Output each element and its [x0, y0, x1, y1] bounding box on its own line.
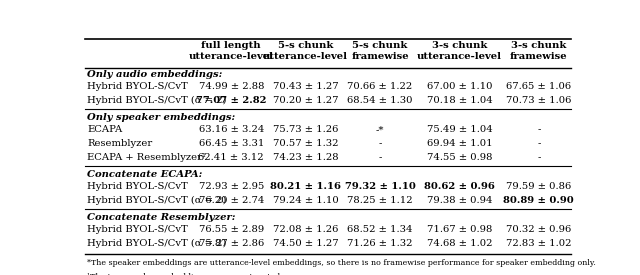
Text: 79.59 ± 0.86: 79.59 ± 0.86: [506, 182, 572, 191]
Text: ECAPA: ECAPA: [88, 125, 123, 134]
Text: Hybrid BYOL-S/CvT (α = 2): Hybrid BYOL-S/CvT (α = 2): [88, 239, 227, 248]
Text: 72.08 ± 1.26: 72.08 ± 1.26: [273, 225, 339, 234]
Text: 70.43 ± 1.27: 70.43 ± 1.27: [273, 82, 339, 91]
Text: *The speaker embeddings are utterance-level embeddings, so there is no framewise: *The speaker embeddings are utterance-le…: [88, 259, 596, 267]
Text: 70.20 ± 1.27: 70.20 ± 1.27: [273, 96, 339, 105]
Text: 68.52 ± 1.34: 68.52 ± 1.34: [348, 225, 413, 234]
Text: Hybrid BYOL-S/CvT: Hybrid BYOL-S/CvT: [88, 82, 188, 91]
Text: 71.67 ± 0.98: 71.67 ± 0.98: [427, 225, 492, 234]
Text: 77.07 ± 2.82: 77.07 ± 2.82: [196, 96, 266, 105]
Text: 5-s chunk
utterance-level: 5-s chunk utterance-level: [263, 42, 348, 61]
Text: Only audio embeddings:: Only audio embeddings:: [88, 70, 223, 79]
Text: Only speaker embeddings:: Only speaker embeddings:: [88, 112, 236, 122]
Text: 5-s chunk
framewise: 5-s chunk framewise: [351, 42, 409, 61]
Text: 80.89 ± 0.90: 80.89 ± 0.90: [504, 196, 574, 205]
Text: 63.16 ± 3.24: 63.16 ± 3.24: [198, 125, 264, 134]
Text: 75.73 ± 1.26: 75.73 ± 1.26: [273, 125, 339, 134]
Text: 79.32 ± 1.10: 79.32 ± 1.10: [345, 182, 415, 191]
Text: 80.21 ± 1.16: 80.21 ± 1.16: [270, 182, 341, 191]
Text: -: -: [537, 125, 541, 134]
Text: -: -: [378, 153, 382, 162]
Text: full length
utterance-level: full length utterance-level: [189, 42, 274, 61]
Text: 75.49 ± 1.04: 75.49 ± 1.04: [427, 125, 492, 134]
Text: -*: -*: [376, 125, 385, 134]
Text: Resemblyzer: Resemblyzer: [88, 139, 153, 148]
Text: Concatenate ECAPA:: Concatenate ECAPA:: [88, 170, 203, 179]
Text: 76.55 ± 2.89: 76.55 ± 2.89: [198, 225, 264, 234]
Text: 74.23 ± 1.28: 74.23 ± 1.28: [273, 153, 339, 162]
Text: 70.57 ± 1.32: 70.57 ± 1.32: [273, 139, 339, 148]
Text: Hybrid BYOL-S/CvT (α = 2): Hybrid BYOL-S/CvT (α = 2): [88, 196, 227, 205]
Text: ¹The two speaker embeddings are concatenated: ¹The two speaker embeddings are concaten…: [88, 273, 280, 275]
Text: 70.66 ± 1.22: 70.66 ± 1.22: [348, 82, 413, 91]
Text: 74.55 ± 0.98: 74.55 ± 0.98: [427, 153, 492, 162]
Text: 75.87 ± 2.86: 75.87 ± 2.86: [198, 239, 264, 248]
Text: 72.93 ± 2.95: 72.93 ± 2.95: [198, 182, 264, 191]
Text: 3-s chunk
framewise: 3-s chunk framewise: [510, 42, 568, 61]
Text: 78.25 ± 1.12: 78.25 ± 1.12: [348, 196, 413, 205]
Text: Hybrid BYOL-S/CvT: Hybrid BYOL-S/CvT: [88, 182, 188, 191]
Text: 70.18 ± 1.04: 70.18 ± 1.04: [427, 96, 492, 105]
Text: 69.94 ± 1.01: 69.94 ± 1.01: [427, 139, 492, 148]
Text: 68.54 ± 1.30: 68.54 ± 1.30: [348, 96, 413, 105]
Text: 79.24 ± 1.10: 79.24 ± 1.10: [273, 196, 339, 205]
Text: ECAPA + Resemblyzer¹: ECAPA + Resemblyzer¹: [88, 153, 207, 162]
Text: 80.62 ± 0.96: 80.62 ± 0.96: [424, 182, 495, 191]
Text: 70.32 ± 0.96: 70.32 ± 0.96: [506, 225, 572, 234]
Text: 76.20 ± 2.74: 76.20 ± 2.74: [198, 196, 264, 205]
Text: -: -: [537, 153, 541, 162]
Text: 72.83 ± 1.02: 72.83 ± 1.02: [506, 239, 572, 248]
Text: 62.41 ± 3.12: 62.41 ± 3.12: [198, 153, 264, 162]
Text: 74.68 ± 1.02: 74.68 ± 1.02: [427, 239, 492, 248]
Text: 71.26 ± 1.32: 71.26 ± 1.32: [348, 239, 413, 248]
Text: Hybrid BYOL-S/CvT (α = 2): Hybrid BYOL-S/CvT (α = 2): [88, 96, 227, 105]
Text: 79.38 ± 0.94: 79.38 ± 0.94: [427, 196, 492, 205]
Text: 67.65 ± 1.06: 67.65 ± 1.06: [506, 82, 572, 91]
Text: 74.99 ± 2.88: 74.99 ± 2.88: [198, 82, 264, 91]
Text: 74.50 ± 1.27: 74.50 ± 1.27: [273, 239, 339, 248]
Text: -: -: [537, 139, 541, 148]
Text: Concatenate Resemblyzer:: Concatenate Resemblyzer:: [88, 213, 236, 222]
Text: 3-s chunk
utterance-level: 3-s chunk utterance-level: [417, 42, 502, 61]
Text: 70.73 ± 1.06: 70.73 ± 1.06: [506, 96, 572, 105]
Text: 67.00 ± 1.10: 67.00 ± 1.10: [427, 82, 492, 91]
Text: -: -: [378, 139, 382, 148]
Text: Hybrid BYOL-S/CvT: Hybrid BYOL-S/CvT: [88, 225, 188, 234]
Text: 66.45 ± 3.31: 66.45 ± 3.31: [198, 139, 264, 148]
